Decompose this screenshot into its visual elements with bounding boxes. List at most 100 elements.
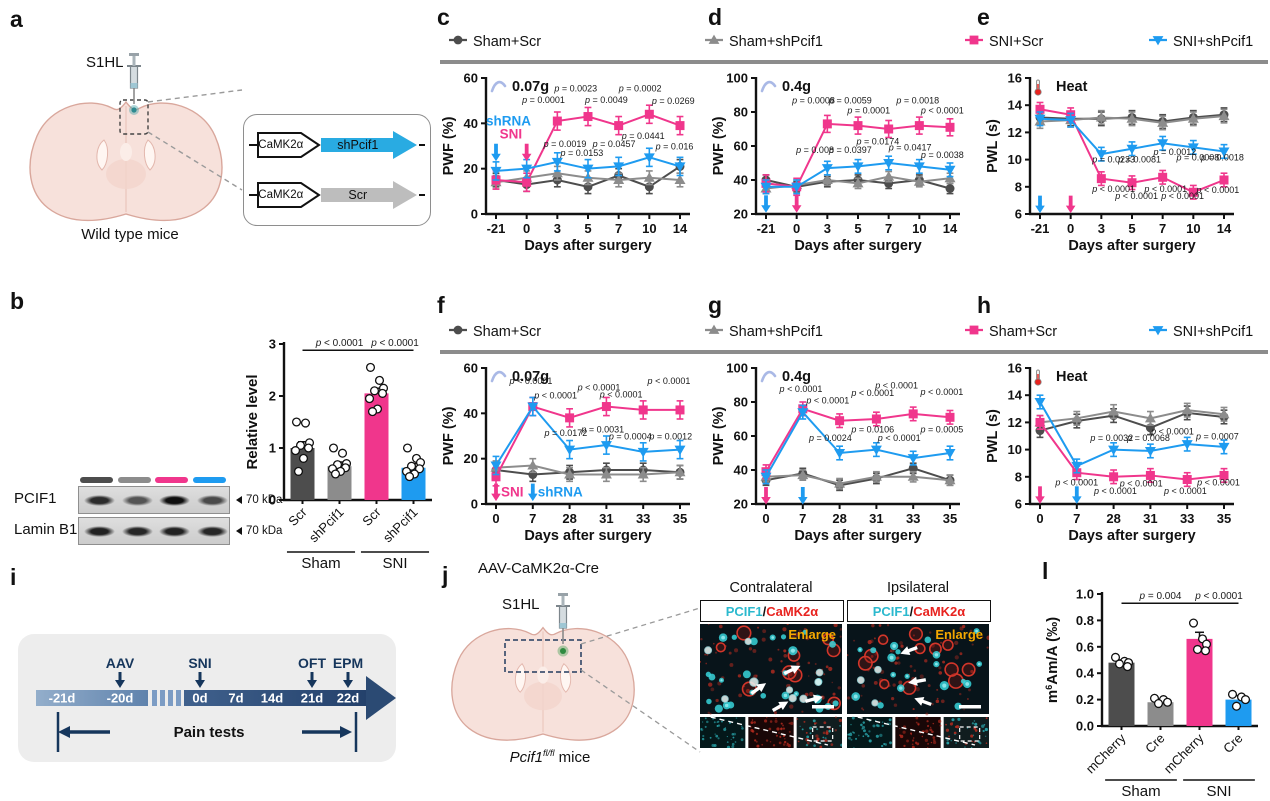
svg-text:p = 0.0008: p = 0.0008 (1176, 152, 1220, 162)
chart-pwf-04g-post: 20 40 60 80 100 0 7 28 31 33 35 Days after surgery P… (710, 360, 972, 557)
svg-text:p = 0.0001: p = 0.0001 (521, 95, 565, 105)
legend-item: SNI+Scr (964, 33, 1043, 51)
svg-text:Days after surgery: Days after surgery (1068, 238, 1195, 254)
stain1-label: PCIF1 (872, 603, 910, 619)
svg-text:Cre: Cre (1142, 731, 1167, 756)
svg-text:PWF (%): PWF (%) (711, 116, 727, 175)
svg-text:p = 0.0049: p = 0.0049 (584, 95, 628, 105)
svg-text:Relative level: Relative level (244, 374, 261, 469)
svg-text:8: 8 (1015, 469, 1022, 484)
svg-text:m6Am/A (‰): m6Am/A (‰) (1044, 617, 1061, 703)
svg-text:28: 28 (562, 511, 576, 526)
svg-text:33: 33 (906, 511, 920, 526)
svg-text:8: 8 (1015, 179, 1022, 194)
legend-label: Sham+Scr (473, 34, 542, 50)
svg-text:p = 0.0032: p = 0.0032 (1089, 433, 1133, 443)
svg-text:12: 12 (1008, 415, 1022, 430)
svg-text:0: 0 (762, 511, 769, 526)
svg-text:p < 0.0001: p < 0.0001 (315, 338, 364, 349)
svg-text:14: 14 (1008, 98, 1023, 113)
legend-marker-icon (964, 323, 984, 341)
svg-text:5: 5 (584, 221, 591, 236)
svg-text:22d: 22d (337, 691, 359, 706)
svg-text:p = 0.0059: p = 0.0059 (828, 96, 872, 106)
svg-text:-20d: -20d (107, 691, 134, 706)
svg-text:shPcif1: shPcif1 (380, 505, 421, 546)
svg-text:p = 0.0018: p = 0.0018 (1200, 152, 1244, 162)
svg-text:AAV: AAV (106, 655, 135, 671)
svg-text:3: 3 (824, 221, 831, 236)
svg-text:33: 33 (636, 511, 650, 526)
chart-pwf-007g-post: 0 20 40 60 0 7 28 31 33 35 Days after surgery PWF (… (440, 360, 702, 557)
svg-text:0: 0 (523, 221, 530, 236)
kda-marker: 70 kDa (236, 494, 282, 506)
legend-marker-icon (964, 33, 984, 51)
panel-letter-i: i (10, 564, 17, 590)
svg-text:6: 6 (1015, 497, 1022, 512)
panel-letter-d: d (708, 4, 723, 30)
svg-text:PWF (%): PWF (%) (441, 406, 457, 465)
legend-item: Sham+Scr (448, 33, 541, 51)
svg-text:0.4: 0.4 (1076, 666, 1095, 681)
legend-item: Sham+Scr (448, 323, 541, 341)
svg-text:7: 7 (1073, 511, 1080, 526)
svg-text:Sham: Sham (301, 555, 340, 572)
legend-label: SNI+shPcif1 (1173, 34, 1254, 50)
legend-marker-icon (448, 33, 468, 51)
svg-text:p < 0.0001: p < 0.0001 (1114, 191, 1158, 201)
svg-text:p = 0.0001: p = 0.0001 (846, 106, 890, 116)
svg-text:p < 0.0001: p < 0.0001 (779, 384, 823, 394)
svg-text:12: 12 (1008, 125, 1022, 140)
svg-text:SNI: SNI (188, 655, 211, 671)
micrograph-contralateral: Enlarge (699, 622, 844, 753)
micrograph-ipsilateral: Enlarge (846, 623, 992, 753)
chart-pwl-heat-post: 6 8 10 12 14 16 0 7 28 31 33 35 Days after surgery PW… (984, 360, 1246, 557)
svg-text:p = 0.016: p = 0.016 (655, 141, 694, 151)
svg-text:0: 0 (1067, 221, 1074, 236)
aav-label: AAV-CaMK2α-Cre (478, 560, 599, 577)
svg-text:0.07g: 0.07g (512, 79, 549, 95)
panel-letter-b: b (10, 288, 25, 314)
micro-title-contra: Contralateral (729, 580, 813, 596)
svg-text:SNI: SNI (501, 485, 524, 500)
svg-text:p = 0.0172: p = 0.0172 (544, 428, 588, 438)
panel-j-art (451, 593, 701, 753)
svg-text:7: 7 (615, 221, 622, 236)
svg-text:p < 0.0001: p < 0.0001 (805, 396, 849, 406)
legend-marker-icon (1148, 33, 1168, 51)
svg-text:p = 0.0068: p = 0.0068 (1126, 433, 1170, 443)
svg-text:shRNA: shRNA (486, 114, 531, 129)
svg-text:p = 0.0008: p = 0.0008 (791, 96, 835, 106)
svg-text:PWF (%): PWF (%) (711, 406, 727, 465)
svg-text:Days after surgery: Days after surgery (524, 238, 651, 254)
svg-text:35: 35 (673, 511, 687, 526)
svg-text:14: 14 (673, 221, 688, 236)
legend-label: Sham+Scr (989, 324, 1058, 340)
svg-text:40: 40 (464, 406, 478, 421)
svg-text:7: 7 (529, 511, 536, 526)
svg-text:SNI: SNI (500, 127, 523, 142)
panel-letter-g: g (708, 292, 723, 318)
svg-text:p < 0.0001: p < 0.0001 (1119, 478, 1163, 488)
panel-letter-h: h (977, 292, 992, 318)
svg-text:Days after surgery: Days after surgery (794, 238, 921, 254)
svg-text:0: 0 (471, 497, 478, 512)
micro-title-ipsi: Ipsilateral (886, 580, 950, 596)
svg-text:60: 60 (734, 429, 748, 444)
svg-text:0.6: 0.6 (1076, 639, 1094, 654)
svg-text:Heat: Heat (1056, 79, 1088, 95)
svg-text:p < 0.0001: p < 0.0001 (1194, 591, 1243, 602)
svg-text:p < 0.0001: p < 0.0001 (919, 387, 963, 397)
stain-label-box: PCIF1/CaMK2α (847, 600, 991, 622)
legend-marker-icon (704, 33, 724, 51)
svg-text:p < 0.0001: p < 0.0001 (1150, 427, 1194, 437)
svg-text:Days after surgery: Days after surgery (1068, 528, 1195, 544)
svg-text:shRNA: shRNA (538, 485, 583, 500)
chart-pwf-04g-sh: 20 40 60 80 100 -21 0 3 5 7 10 14 Days after surgery… (710, 70, 972, 267)
legend-label: SNI+shPcif1 (1173, 324, 1254, 340)
svg-text:10: 10 (1008, 152, 1022, 167)
svg-text:3: 3 (554, 221, 561, 236)
svg-text:10: 10 (912, 221, 926, 236)
promoter-label: CaMK2α (258, 188, 304, 201)
